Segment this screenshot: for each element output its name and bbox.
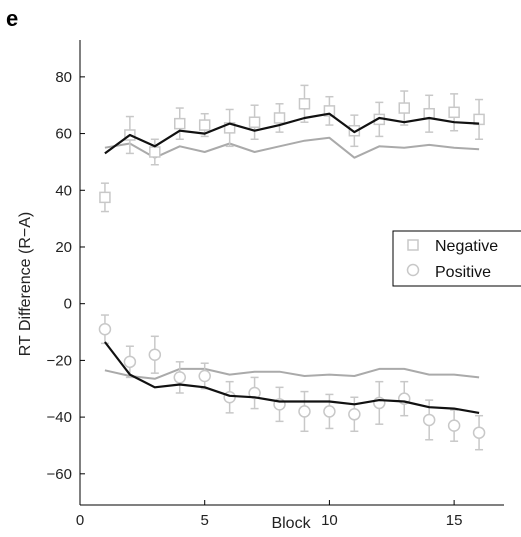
y-tick-label: 60	[55, 126, 72, 143]
x-tick-label: 15	[446, 512, 463, 529]
data-point-positive	[173, 371, 187, 384]
data-point-positive	[298, 405, 311, 418]
x-tick-label: 10	[321, 512, 338, 529]
data-point-positive	[348, 408, 361, 421]
data-point-negative	[174, 117, 186, 130]
data-point-negative	[198, 119, 211, 131]
data-point-negative	[473, 113, 485, 126]
data-point-positive	[447, 419, 461, 432]
data-point-positive	[148, 348, 162, 361]
data-point-negative	[398, 102, 410, 114]
plot-area: −60 −40 −20 0 20 40 60 80 0 5 10 15	[47, 40, 504, 529]
legend-circle-marker-icon	[406, 263, 420, 277]
data-point-negative	[149, 146, 161, 158]
data-point-positive	[198, 369, 211, 383]
legend-square-marker-icon	[407, 239, 419, 251]
legend-entry-positive: Positive	[435, 264, 491, 281]
legend: Negative Positive	[392, 230, 521, 287]
y-tick-label: 0	[64, 296, 72, 313]
x-axis-label: Block	[271, 515, 311, 532]
data-point-negative	[273, 112, 286, 124]
data-point-negative	[248, 116, 261, 128]
x-tick-label: 5	[201, 512, 209, 529]
data-point-positive	[98, 322, 112, 336]
y-tick-label: 40	[55, 182, 72, 199]
data-point-positive	[472, 426, 486, 439]
y-tick-label: 20	[55, 239, 72, 256]
data-point-negative	[323, 105, 336, 117]
y-tick-label: 80	[55, 69, 72, 86]
legend-entry-negative: Negative	[435, 238, 498, 255]
model-line-light-negative	[104, 136, 480, 159]
data-point-positive	[422, 413, 436, 427]
model-line-light-positive	[104, 367, 480, 380]
data-point-positive	[123, 355, 137, 369]
y-tick-label: −40	[47, 409, 72, 426]
panel-letter: e	[6, 6, 18, 31]
data-point-positive	[248, 386, 261, 400]
y-tick-label: −20	[47, 352, 72, 369]
y-tick-label: −60	[47, 466, 72, 483]
data-point-negative	[298, 98, 311, 110]
model-line-dark-positive	[104, 341, 480, 414]
x-tick-label: 0	[76, 512, 84, 529]
model-line-dark-negative	[104, 112, 480, 155]
data-point-negative	[99, 191, 111, 204]
y-axis-label: RT Difference (R−A)	[17, 212, 34, 357]
data-point-negative	[448, 106, 460, 119]
data-point-positive	[323, 405, 336, 418]
